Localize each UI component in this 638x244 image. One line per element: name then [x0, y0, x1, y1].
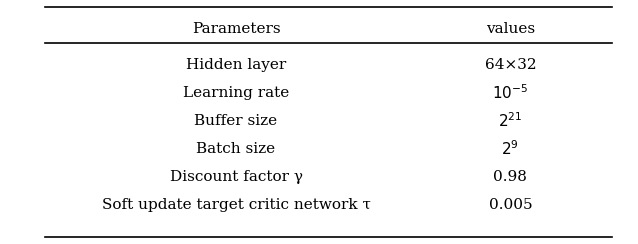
- Text: Buffer size: Buffer size: [195, 114, 278, 128]
- Text: 0.005: 0.005: [489, 198, 532, 212]
- Text: 64×32: 64×32: [485, 58, 536, 72]
- Text: $10^{-5}$: $10^{-5}$: [493, 83, 528, 102]
- Text: values: values: [486, 22, 535, 36]
- Text: $2^{21}$: $2^{21}$: [498, 112, 523, 130]
- Text: $2^{9}$: $2^{9}$: [501, 140, 519, 158]
- Text: Hidden layer: Hidden layer: [186, 58, 286, 72]
- Text: Batch size: Batch size: [197, 142, 276, 156]
- Text: Soft update target critic network τ: Soft update target critic network τ: [101, 198, 371, 212]
- Text: Learning rate: Learning rate: [183, 86, 289, 100]
- Text: Discount factor γ: Discount factor γ: [170, 170, 302, 184]
- Text: 0.98: 0.98: [493, 170, 528, 184]
- Text: Parameters: Parameters: [192, 22, 280, 36]
